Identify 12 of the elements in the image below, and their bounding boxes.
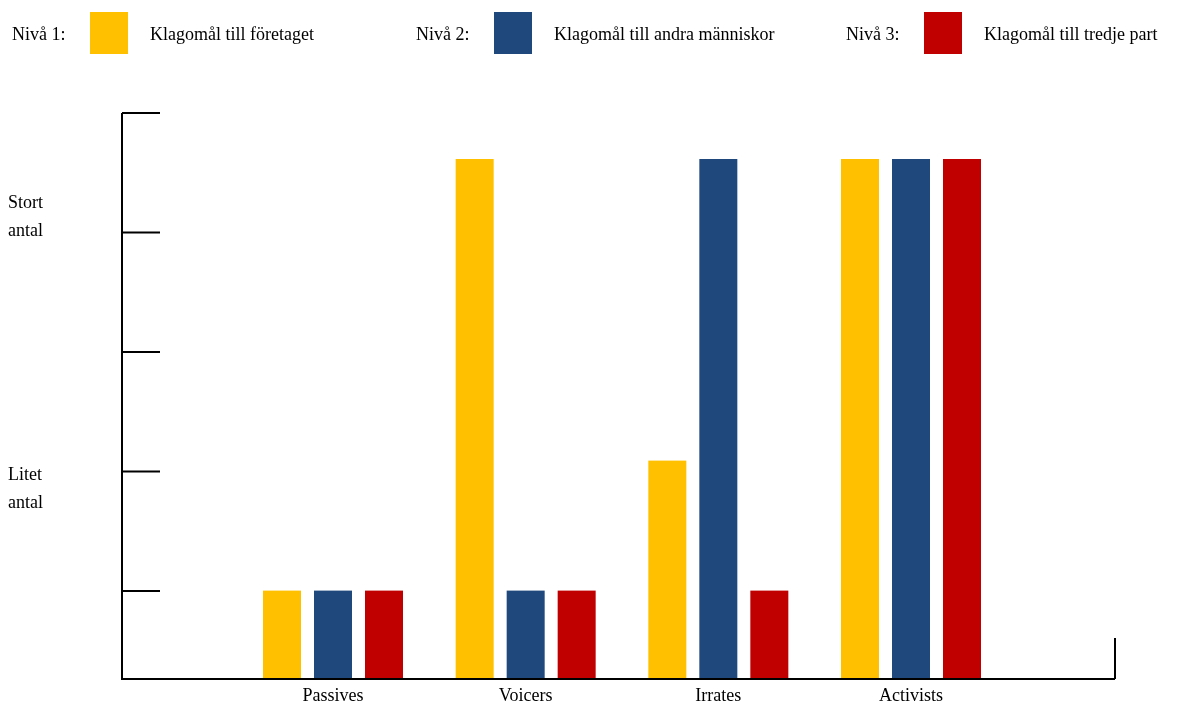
text: Litet antal bbox=[8, 464, 43, 512]
text: Nivå 3: bbox=[846, 24, 900, 44]
x-tick-label: Voicers bbox=[498, 685, 553, 705]
legend-label: Klagomål till tredje part bbox=[984, 24, 1158, 44]
text: Nivå 2: bbox=[416, 24, 470, 44]
x-tick-label: Activists bbox=[878, 685, 944, 705]
text: Nivå 1: bbox=[12, 24, 66, 44]
legend-label: Klagomål till företaget bbox=[150, 24, 314, 44]
legend-label: Klagomål till andra människor bbox=[554, 24, 775, 44]
x-tick-label: Irrates bbox=[695, 685, 742, 705]
text: Stort antal bbox=[8, 192, 44, 240]
x-tick-label: Passives bbox=[302, 685, 364, 705]
